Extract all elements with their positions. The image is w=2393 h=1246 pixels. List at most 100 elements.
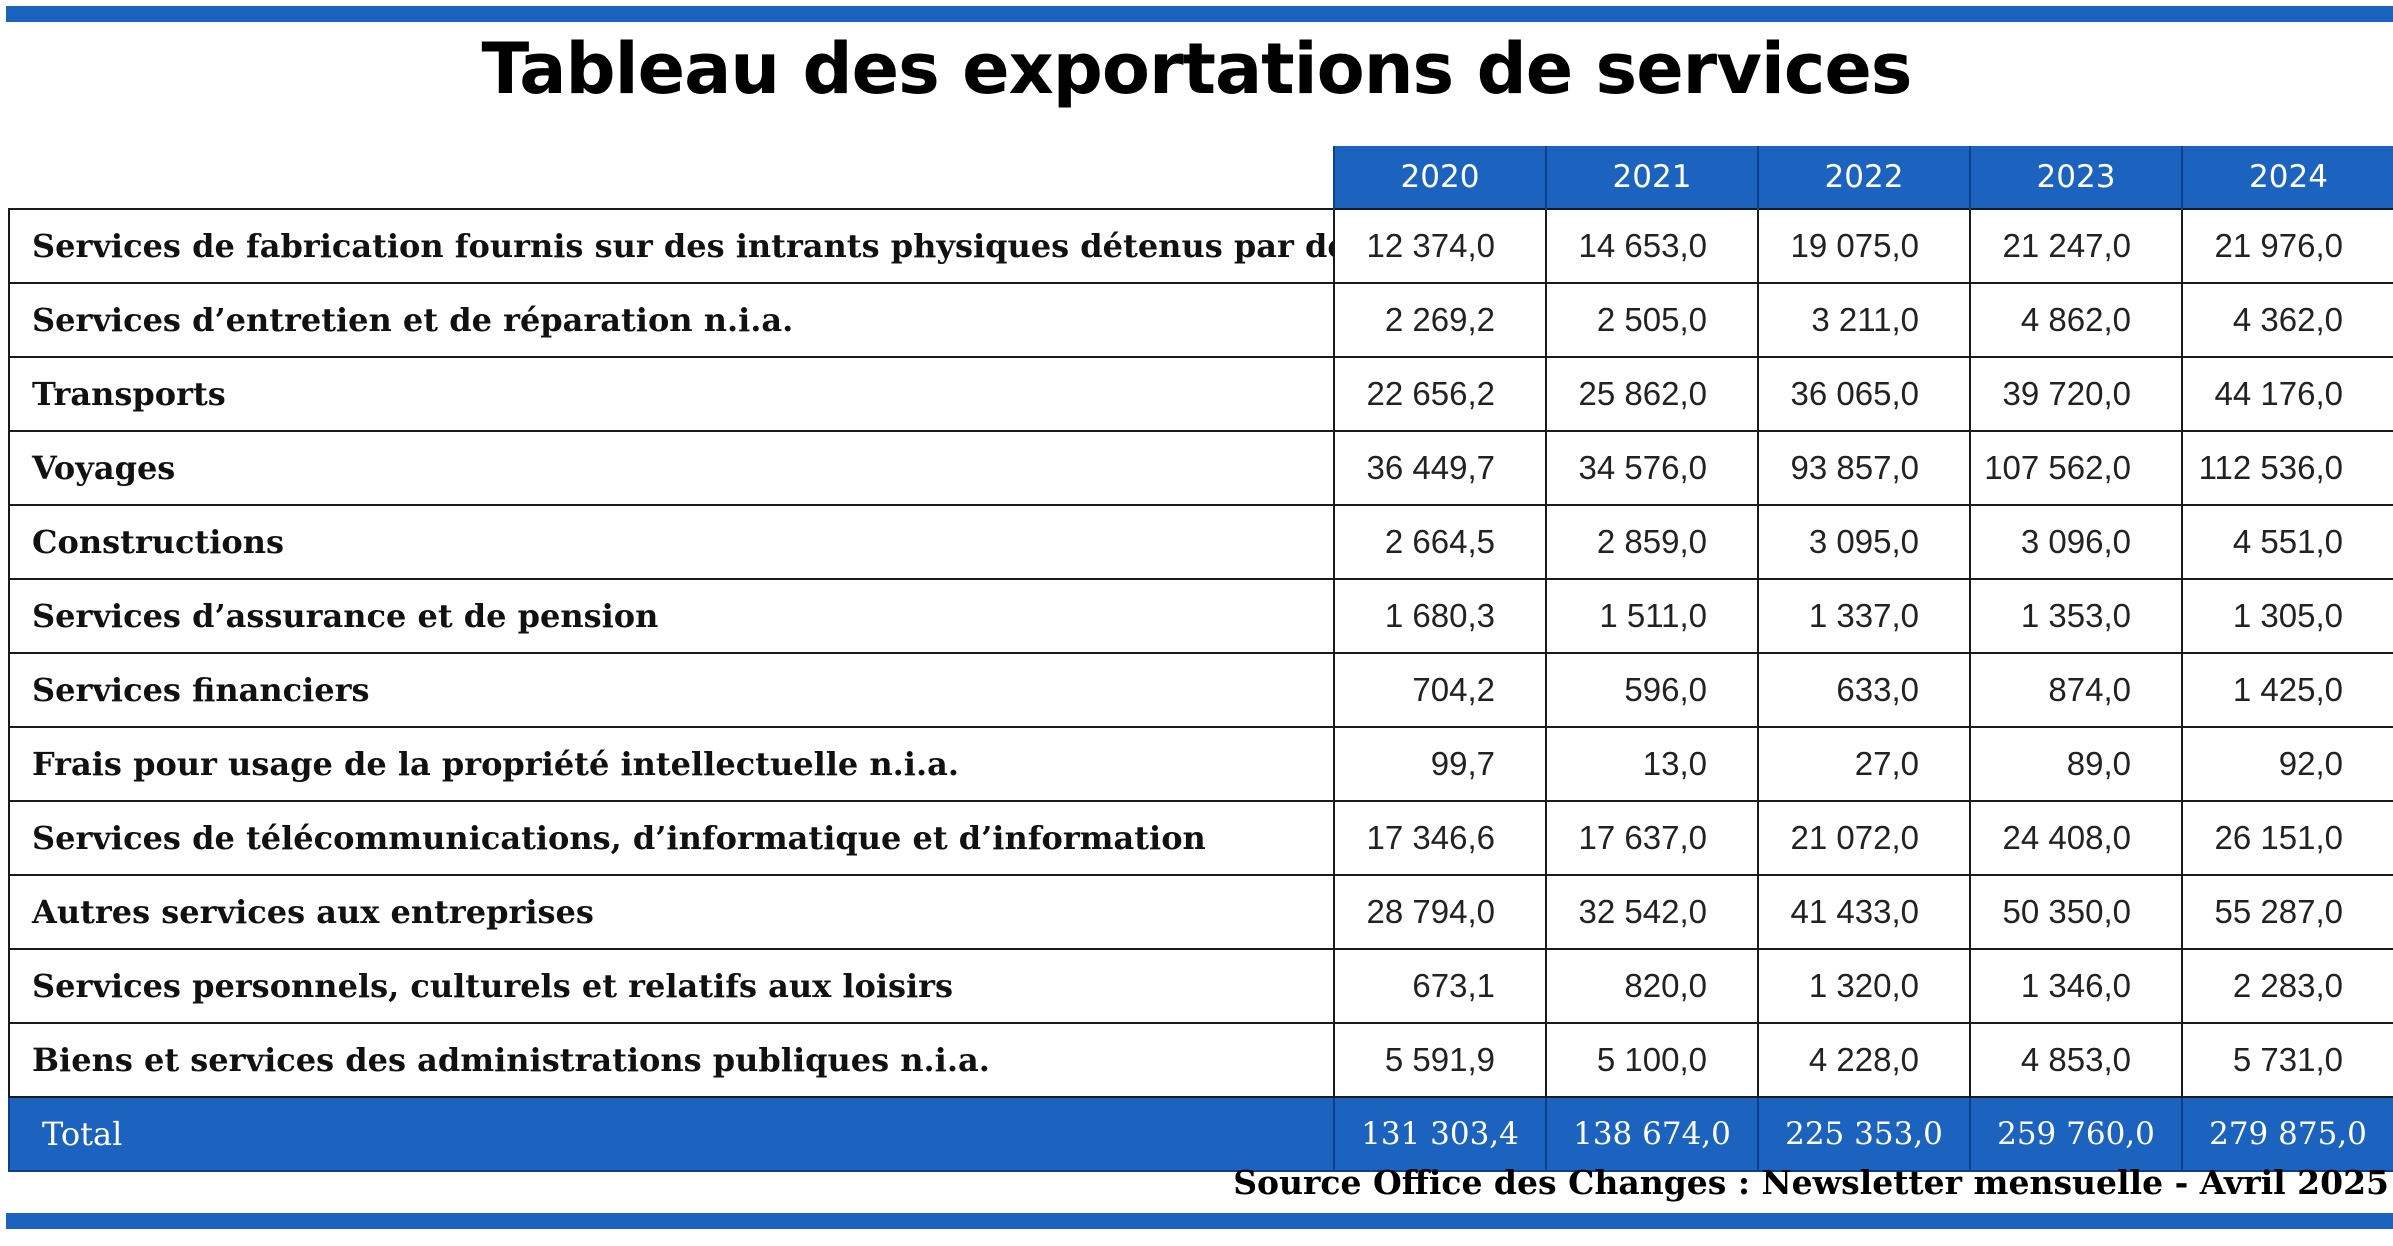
table-body: Services de fabrication fournis sur des … [8,208,2393,1172]
row-label: Services de télécommunications, d’inform… [8,800,1335,876]
value-cell: 107 562,0 [1969,430,2183,506]
value-cell: 26 151,0 [2181,800,2393,876]
table-row: Autres services aux entreprises 28 794,0 3… [8,874,2393,950]
value-cell: 1 425,0 [2181,652,2393,728]
row-label: Constructions [8,504,1335,580]
value-cell: 112 536,0 [2181,430,2393,506]
value-cell: 596,0 [1545,652,1759,728]
value-cell: 1 320,0 [1757,948,1971,1024]
value-cell: 36 065,0 [1757,356,1971,432]
value-cell: 4 551,0 [2181,504,2393,580]
table-row: Services financiers 704,2 596,0 633,0 874,0 1… [8,652,2393,728]
table-row: Biens et services des administrations pu… [8,1022,2393,1098]
row-label: Services d’entretien et de réparation n.… [8,282,1335,358]
value-cell: 36 449,7 [1333,430,1547,506]
row-label: Voyages [8,430,1335,506]
value-cell: 21 247,0 [1969,208,2183,284]
value-cell: 4 228,0 [1757,1022,1971,1098]
value-cell: 13,0 [1545,726,1759,802]
value-cell: 4 862,0 [1969,282,2183,358]
page-title: Tableau des exportations de services [481,28,1913,110]
value-cell: 3 211,0 [1757,282,1971,358]
value-cell: 2 859,0 [1545,504,1759,580]
value-cell: 874,0 [1969,652,2183,728]
total-value-cell: 279 875,0 [2181,1096,2393,1172]
value-cell: 17 346,6 [1333,800,1547,876]
value-cell: 99,7 [1333,726,1547,802]
value-cell: 21 072,0 [1757,800,1971,876]
total-value-cell: 138 674,0 [1545,1096,1759,1172]
value-cell: 2 283,0 [2181,948,2393,1024]
value-cell: 14 653,0 [1545,208,1759,284]
header-row: 2020 2021 2022 2023 2024 [9,146,2393,209]
value-cell: 93 857,0 [1757,430,1971,506]
value-cell: 17 637,0 [1545,800,1759,876]
total-value-cell: 131 303,4 [1333,1096,1547,1172]
table-row: Services personnels, culturels et relati… [8,948,2393,1024]
value-cell: 1 680,3 [1333,578,1547,654]
value-cell: 32 542,0 [1545,874,1759,950]
value-cell: 2 664,5 [1333,504,1547,580]
value-cell: 820,0 [1545,948,1759,1024]
value-cell: 5 100,0 [1545,1022,1759,1098]
row-label: Transports [8,356,1335,432]
header-blank-cell [9,146,1334,209]
value-cell: 25 862,0 [1545,356,1759,432]
year-header: 2023 [1969,146,2182,209]
total-value-cell: 225 353,0 [1757,1096,1971,1172]
value-cell: 89,0 [1969,726,2183,802]
value-cell: 5 731,0 [2181,1022,2393,1098]
total-label: Total [8,1096,1335,1172]
value-cell: 1 337,0 [1757,578,1971,654]
value-cell: 22 656,2 [1333,356,1547,432]
row-label: Frais pour usage de la propriété intelle… [8,726,1335,802]
value-cell: 44 176,0 [2181,356,2393,432]
top-rule [6,6,2393,22]
row-label: Services d’assurance et de pension [8,578,1335,654]
value-cell: 1 511,0 [1545,578,1759,654]
value-cell: 21 976,0 [2181,208,2393,284]
table-row: Transports 22 656,2 25 862,0 36 065,0 39 720… [8,356,2393,432]
year-header: 2024 [2181,146,2393,209]
row-label: Autres services aux entreprises [8,874,1335,950]
value-cell: 1 346,0 [1969,948,2183,1024]
value-cell: 4 362,0 [2181,282,2393,358]
value-cell: 41 433,0 [1757,874,1971,950]
source-note: Source Office des Changes : Newsletter m… [1233,1163,2389,1202]
value-cell: 5 591,9 [1333,1022,1547,1098]
value-cell: 92,0 [2181,726,2393,802]
value-cell: 27,0 [1757,726,1971,802]
value-cell: 19 075,0 [1757,208,1971,284]
value-cell: 633,0 [1757,652,1971,728]
year-header: 2021 [1545,146,1758,209]
bottom-rule [6,1213,2393,1229]
value-cell: 12 374,0 [1333,208,1547,284]
value-cell: 673,1 [1333,948,1547,1024]
value-cell: 50 350,0 [1969,874,2183,950]
value-cell: 3 096,0 [1969,504,2183,580]
table-row: Services de télécommunications, d’inform… [8,800,2393,876]
table-row: Services de fabrication fournis sur des … [8,208,2393,284]
table-row: Services d’assurance et de pension 1 680,… [8,578,2393,654]
row-label: Services financiers [8,652,1335,728]
value-cell: 1 305,0 [2181,578,2393,654]
table-row: Services d’entretien et de réparation n.… [8,282,2393,358]
table-row: Voyages 36 449,7 34 576,0 93 857,0 107 562,0… [8,430,2393,506]
value-cell: 1 353,0 [1969,578,2183,654]
total-value-cell: 259 760,0 [1969,1096,2183,1172]
value-cell: 28 794,0 [1333,874,1547,950]
value-cell: 24 408,0 [1969,800,2183,876]
table-row: Frais pour usage de la propriété intelle… [8,726,2393,802]
year-header: 2020 [1333,146,1546,209]
year-header: 2022 [1757,146,1970,209]
value-cell: 55 287,0 [2181,874,2393,950]
total-row: Total 131 303,4 138 674,0 225 353,0 259 760,… [8,1096,2393,1172]
table-row: Constructions 2 664,5 2 859,0 3 095,0 3 096,… [8,504,2393,580]
exports-table: 2020 2021 2022 2023 2024 Services de fab… [8,146,2393,1172]
value-cell: 3 095,0 [1757,504,1971,580]
value-cell: 704,2 [1333,652,1547,728]
value-cell: 4 853,0 [1969,1022,2183,1098]
row-label: Services de fabrication fournis sur des … [8,208,1335,284]
value-cell: 34 576,0 [1545,430,1759,506]
row-label: Biens et services des administrations pu… [8,1022,1335,1098]
